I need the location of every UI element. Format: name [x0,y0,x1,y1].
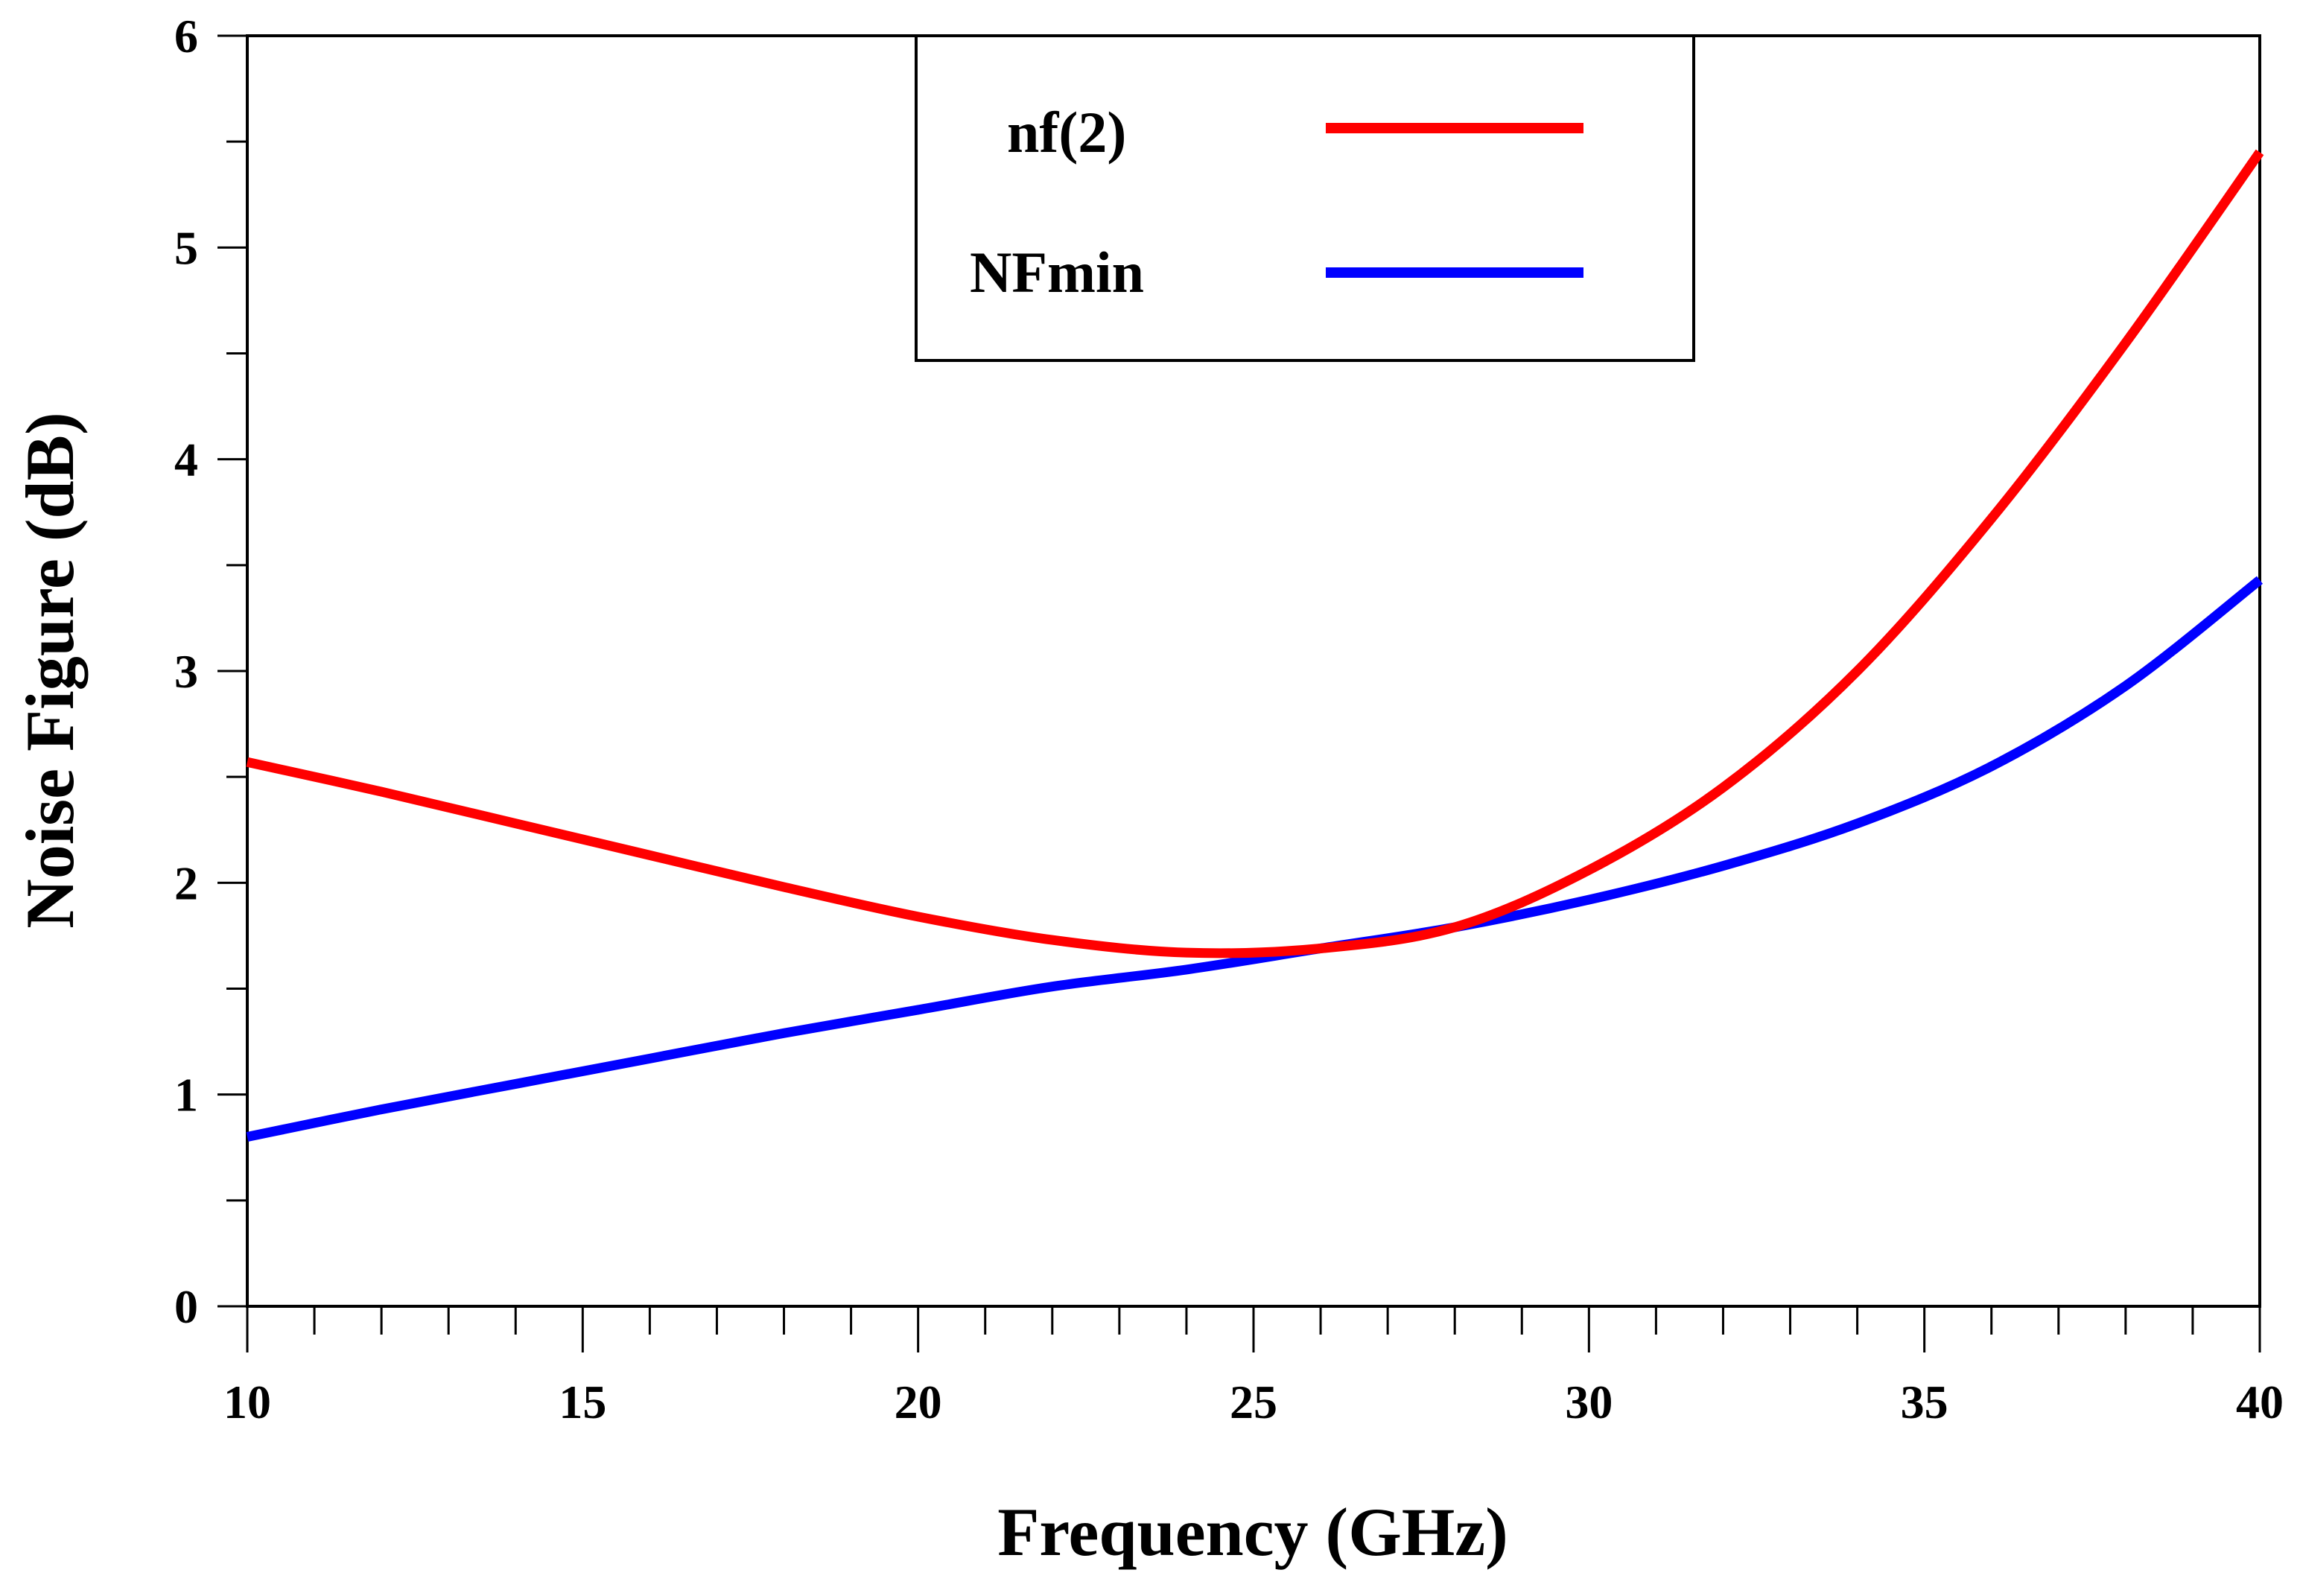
axis-tick-labels: 10 15 20 25 30 35 40 0 1 2 3 4 5 6 [174,10,2284,1428]
axis-ticks [217,34,2261,1352]
data-series [246,149,2264,1142]
y-tick-label: 4 [174,433,198,486]
series-line-nf2 [246,149,2264,958]
x-tick-label: 40 [2236,1376,2284,1428]
y-tick-label: 2 [174,856,198,909]
y-tick-label: 0 [174,1280,198,1333]
x-tick-label: 35 [1901,1376,1948,1428]
x-tick-label: 20 [895,1376,942,1428]
y-tick-label: 3 [174,645,198,698]
legend: nf(2) NFmin [915,34,1695,362]
x-tick-label: 15 [559,1376,606,1428]
x-tick-label: 25 [1230,1376,1277,1428]
legend-box [915,34,1695,362]
y-tick-label: 5 [174,221,198,274]
y-tick-label: 1 [174,1069,198,1122]
y-axis-label: Noise Figure (dB) [12,412,88,928]
legend-label-nf2: nf(2) [1007,100,1126,165]
legend-label-nfmin: NFmin [970,240,1144,305]
x-axis-label: Frequency (GHz) [997,1494,1508,1570]
y-tick-label: 6 [174,10,198,63]
x-tick-label: 30 [1565,1376,1613,1428]
x-tick-label: 10 [223,1376,271,1428]
